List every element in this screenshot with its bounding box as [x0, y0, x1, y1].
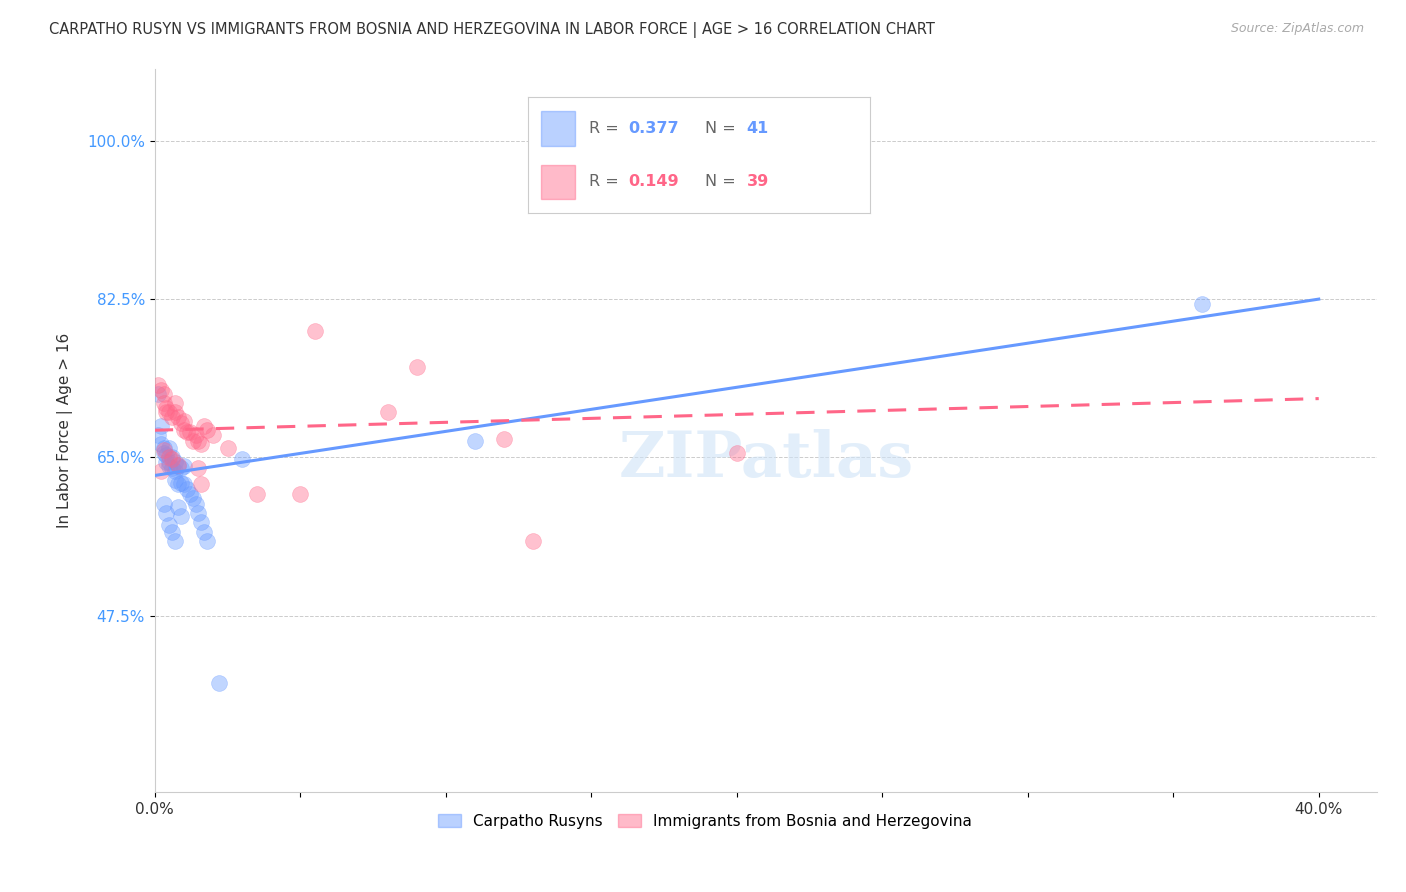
Point [377, 405, 399, 419]
Point [155, 405, 177, 419]
Point [176, 425, 198, 439]
Point [201, 427, 224, 442]
Point [464, 434, 486, 448]
Point [157, 442, 180, 456]
Text: Source: ZipAtlas.com: Source: ZipAtlas.com [1230, 22, 1364, 36]
Point [152, 442, 174, 456]
Point [152, 497, 174, 511]
Point [152, 443, 174, 458]
Point [170, 461, 193, 475]
Point [157, 455, 180, 469]
Point [193, 418, 215, 433]
Point [152, 446, 174, 460]
Point [165, 533, 187, 548]
Point [167, 477, 190, 491]
Point [155, 448, 177, 462]
Point [167, 458, 190, 472]
Point [167, 500, 190, 515]
Point [184, 427, 207, 442]
Point [522, 533, 544, 548]
Point [157, 405, 180, 419]
Point [173, 414, 195, 428]
Point [187, 434, 209, 448]
Text: CARPATHO RUSYN VS IMMIGRANTS FROM BOSNIA AND HERZEGOVINA IN LABOR FORCE | AGE > : CARPATHO RUSYN VS IMMIGRANTS FROM BOSNIA… [49, 22, 935, 38]
Point [167, 409, 190, 424]
Point [187, 461, 209, 475]
Point [149, 418, 172, 433]
Point [195, 423, 218, 437]
Point [155, 507, 177, 521]
Point [193, 524, 215, 539]
Point [1191, 296, 1213, 310]
Point [176, 482, 198, 496]
Point [173, 423, 195, 437]
Point [162, 524, 184, 539]
Point [162, 409, 184, 424]
Point [173, 459, 195, 474]
Point [405, 359, 427, 374]
Point [157, 459, 180, 474]
Point [165, 473, 187, 487]
Point [725, 446, 748, 460]
Point [246, 486, 269, 500]
Point [231, 452, 253, 467]
Point [167, 459, 190, 474]
Point [195, 533, 218, 548]
Point [170, 475, 193, 490]
Point [146, 378, 169, 392]
Point [162, 452, 184, 467]
Point [170, 509, 193, 524]
Legend: Carpatho Rusyns, Immigrants from Bosnia and Herzegovina: Carpatho Rusyns, Immigrants from Bosnia … [432, 807, 979, 835]
Point [170, 416, 193, 430]
Point [187, 507, 209, 521]
Point [146, 427, 169, 442]
Point [190, 477, 212, 491]
Point [165, 455, 187, 469]
Point [152, 396, 174, 410]
Point [165, 396, 187, 410]
Point [155, 455, 177, 469]
Point [184, 497, 207, 511]
Point [179, 486, 201, 500]
Point [190, 516, 212, 530]
Point [190, 437, 212, 451]
Point [165, 405, 187, 419]
Point [208, 676, 231, 690]
Point [157, 450, 180, 465]
Point [181, 491, 204, 505]
Point [165, 464, 187, 478]
Point [152, 387, 174, 401]
Point [290, 486, 312, 500]
Point [149, 437, 172, 451]
Point [146, 387, 169, 401]
Point [162, 450, 184, 465]
Point [149, 383, 172, 397]
Point [155, 401, 177, 415]
Point [181, 434, 204, 448]
Point [179, 425, 201, 439]
Text: ZIPatlas: ZIPatlas [619, 429, 914, 490]
Y-axis label: In Labor Force | Age > 16: In Labor Force | Age > 16 [58, 333, 73, 528]
Point [157, 518, 180, 533]
Point [217, 442, 239, 456]
Point [492, 432, 515, 446]
Point [149, 464, 172, 478]
Point [173, 477, 195, 491]
Point [304, 324, 326, 338]
Point [162, 461, 184, 475]
